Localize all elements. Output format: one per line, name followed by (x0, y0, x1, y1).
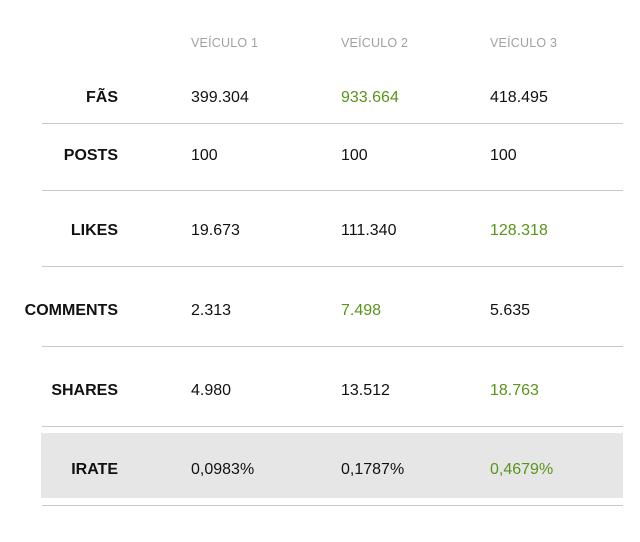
column-header-veiculo-2: VEÍCULO 2 (341, 36, 409, 50)
row-label: IRATE (71, 461, 118, 478)
row-label: LIKES (70, 222, 118, 239)
table-cell: 19.673 (191, 222, 240, 239)
table-cell: 128.318 (490, 222, 548, 239)
column-header-veiculo-1: VEÍCULO 1 (191, 36, 259, 50)
row-divider (42, 505, 623, 506)
table-cell: 4.980 (191, 382, 232, 399)
row-label: POSTS (63, 147, 118, 164)
table-cell: 100 (191, 147, 218, 164)
table-cell: 100 (341, 147, 368, 164)
row-divider (42, 266, 623, 267)
column-header-veiculo-3: VEÍCULO 3 (490, 36, 558, 50)
row-highlight-irate (41, 433, 623, 498)
table-cell: 5.635 (490, 302, 531, 319)
table-cell: 13.512 (341, 382, 390, 399)
table-cell: 933.664 (341, 89, 399, 106)
table-cell: 111.340 (341, 222, 397, 239)
row-label: SHARES (51, 382, 118, 399)
table-cell: 2.313 (191, 302, 232, 319)
table-cell: 399.304 (191, 89, 249, 106)
table-cell: 418.495 (490, 89, 548, 106)
table-cell: 0,4679% (490, 461, 554, 478)
row-label: FÃS (86, 89, 118, 106)
table-cell: 7.498 (341, 302, 382, 319)
table-cell: 0,1787% (341, 461, 405, 478)
table-cell: 0,0983% (191, 461, 255, 478)
row-divider (42, 123, 623, 124)
row-label: COMMENTS (24, 302, 118, 319)
row-divider (42, 190, 623, 191)
row-divider (42, 426, 623, 427)
table-cell: 18.763 (490, 382, 539, 399)
table-cell: 100 (490, 147, 517, 164)
row-divider (42, 346, 623, 347)
